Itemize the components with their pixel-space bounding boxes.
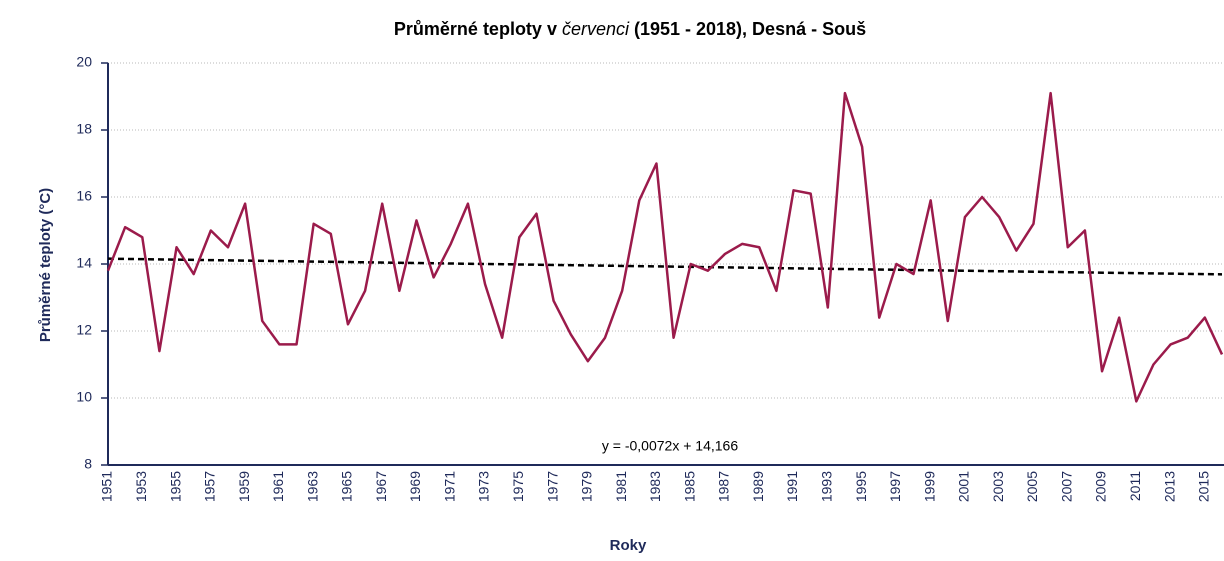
x-tick-label: 1965 [339, 471, 355, 502]
x-tick-label: 2005 [1024, 471, 1040, 502]
x-tick-label: 2015 [1196, 471, 1212, 502]
x-tick-label: 1989 [750, 471, 766, 502]
y-tick-label: 12 [76, 322, 92, 338]
x-tick-label: 2009 [1093, 471, 1109, 502]
x-tick-label: 1963 [304, 471, 320, 502]
y-tick-label: 14 [76, 255, 92, 271]
x-tick-label: 1967 [373, 471, 389, 502]
x-tick-label: 1951 [99, 471, 115, 502]
y-tick-label: 18 [76, 121, 92, 137]
trend-equation: y = -0,0072x + 14,166 [602, 438, 738, 454]
title-part: (1951 - 2018), Desná - Souš [629, 19, 866, 39]
y-axis-title: Průměrné teploty (°C) [37, 188, 54, 342]
x-tick-label: 1985 [681, 471, 697, 502]
x-axis-title: Roky [610, 537, 647, 554]
x-tick-label: 1999 [921, 471, 937, 502]
x-tick-label: 1969 [407, 471, 423, 502]
x-tick-label: 1991 [784, 471, 800, 502]
x-tick-label: 1961 [270, 471, 286, 502]
x-tick-label: 2001 [956, 471, 972, 502]
x-tick-label: 1957 [202, 471, 218, 502]
x-tick-label: 2013 [1161, 471, 1177, 502]
x-tick-label: 1953 [133, 471, 149, 502]
x-tick-label: 2003 [990, 471, 1006, 502]
x-tick-label: 1993 [819, 471, 835, 502]
x-tick-label: 1977 [544, 471, 560, 502]
x-tick-label: 1955 [167, 471, 183, 502]
x-tick-label: 1981 [613, 471, 629, 502]
x-tick-label: 1971 [441, 471, 457, 502]
x-tick-label: 1987 [716, 471, 732, 502]
x-tick-label: 1973 [476, 471, 492, 502]
x-tick-label: 1975 [510, 471, 526, 502]
y-tick-label: 10 [76, 389, 92, 405]
x-tick-label: 1959 [236, 471, 252, 502]
x-tick-label: 2011 [1127, 471, 1143, 501]
x-tick-label: 2007 [1058, 471, 1074, 502]
trend-line [107, 257, 1223, 276]
y-tick-label: 20 [76, 54, 92, 70]
title-part: Průměrné teploty v [394, 19, 562, 39]
data-line [106, 91, 1224, 403]
chart-title: Průměrné teploty v červenci (1951 - 2018… [394, 19, 866, 39]
x-tick-label: 1983 [647, 471, 663, 502]
x-tick-label: 1995 [853, 471, 869, 502]
title-part: červenci [562, 19, 630, 39]
x-tick-label: 1997 [887, 471, 903, 502]
y-tick-label: 8 [84, 456, 92, 472]
y-tick-label: 16 [76, 188, 92, 204]
x-tick-label: 1979 [579, 471, 595, 502]
